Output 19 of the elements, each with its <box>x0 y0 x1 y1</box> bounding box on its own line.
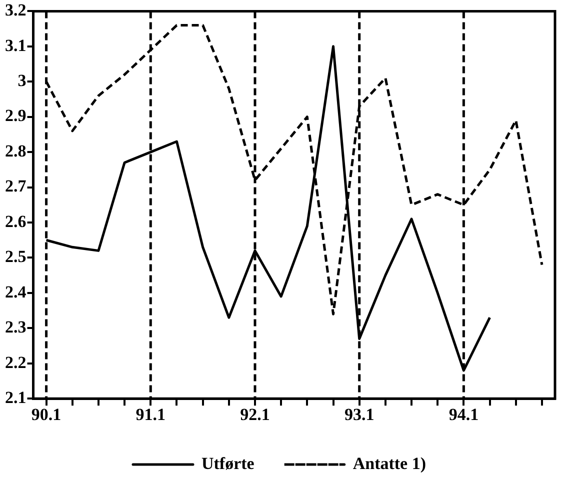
x-tick-label: 92.1 <box>240 405 270 424</box>
x-tick-label: 93.1 <box>344 405 374 424</box>
x-tick-label: 90.1 <box>31 405 62 424</box>
y-tick-label: 3 <box>18 71 26 90</box>
y-tick-label: 3.2 <box>5 0 26 20</box>
y-tick-label: 2.3 <box>5 318 26 337</box>
y-tick-label: 2.8 <box>5 141 26 160</box>
legend-label: Utførte <box>201 454 255 473</box>
x-tick-label: 94.1 <box>448 405 479 424</box>
y-tick-label: 2.2 <box>5 352 26 372</box>
y-tick-label: 3.1 <box>5 36 26 55</box>
y-tick-label: 2.9 <box>5 106 26 126</box>
y-tick-label: 2.4 <box>5 282 27 302</box>
x-tick-label: 91.1 <box>136 405 166 424</box>
y-tick-label: 2.5 <box>5 247 26 266</box>
y-tick-label: 2.1 <box>5 388 26 407</box>
legend-label: Antatte 1) <box>352 454 426 473</box>
y-tick-label: 2.6 <box>5 212 26 231</box>
y-tick-label: 2.7 <box>5 176 27 196</box>
